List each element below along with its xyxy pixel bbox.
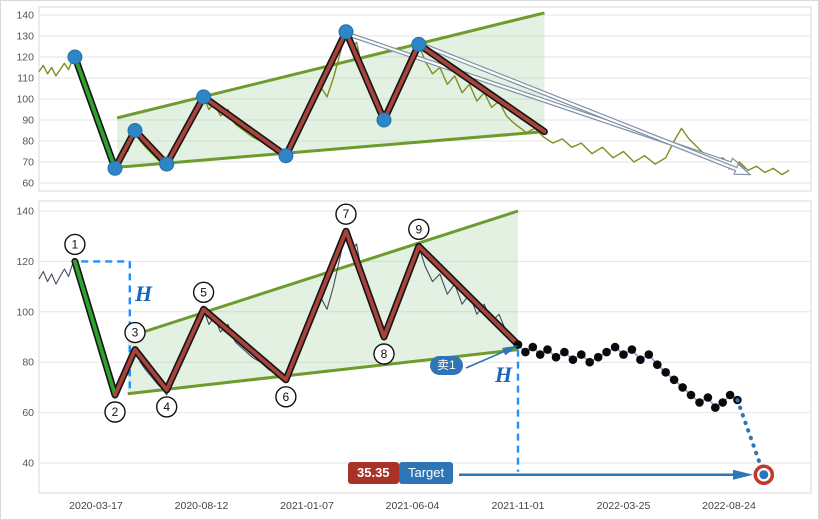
wave-number-circle-1[interactable] bbox=[64, 233, 86, 256]
wave-number-label: 8 bbox=[381, 347, 388, 361]
wave-number-circle-4[interactable] bbox=[155, 396, 178, 418]
x-tick-label: 2020-03-17 bbox=[69, 500, 123, 512]
target-price-badge: 35.35 bbox=[348, 462, 399, 485]
price-dot bbox=[528, 342, 538, 352]
price-dot bbox=[669, 375, 679, 385]
y-tick-label: 80 bbox=[22, 357, 34, 369]
price-dot bbox=[725, 390, 735, 400]
price-dot bbox=[686, 390, 696, 400]
upper-trendline bbox=[127, 209, 519, 339]
impulse-green-segment bbox=[73, 259, 117, 397]
price-dot bbox=[560, 347, 569, 357]
y-tick-label: 120 bbox=[16, 52, 34, 64]
impulse-green-segment bbox=[73, 55, 117, 171]
pivot-dot-1[interactable] bbox=[67, 49, 83, 65]
y-tick-label: 120 bbox=[16, 256, 34, 268]
price-dot bbox=[678, 383, 687, 392]
wave-number-circle-9[interactable] bbox=[408, 218, 430, 241]
y-tick-label: 130 bbox=[16, 31, 34, 43]
pivot-dot-4[interactable] bbox=[159, 156, 175, 172]
height-measure-label-2: H bbox=[495, 362, 513, 387]
x-tick-label: 2020-08-12 bbox=[175, 500, 229, 512]
price-dot bbox=[602, 347, 611, 357]
wave-number-circle-7[interactable] bbox=[335, 203, 357, 225]
price-dot bbox=[521, 347, 530, 357]
wave-number-circle-6[interactable] bbox=[275, 386, 297, 408]
y-tick-label: 110 bbox=[17, 73, 34, 85]
wave-number-label: 2 bbox=[112, 405, 119, 419]
price-dot bbox=[695, 398, 704, 407]
y-tick-label: 40 bbox=[22, 458, 34, 470]
y-tick-label: 70 bbox=[22, 157, 34, 169]
pivot-dot-9[interactable] bbox=[411, 36, 427, 52]
pivot-dot-5[interactable] bbox=[196, 89, 212, 105]
y-tick-label: 100 bbox=[16, 306, 34, 318]
pivot-dot-2[interactable] bbox=[107, 160, 123, 176]
wave-number-label: 3 bbox=[132, 326, 139, 340]
y-tick-label: 80 bbox=[22, 136, 34, 148]
pivot-dot-7[interactable] bbox=[338, 24, 354, 40]
wave-number-label: 6 bbox=[283, 390, 290, 404]
wave-number-circle-8[interactable] bbox=[373, 343, 395, 365]
price-dot bbox=[644, 350, 654, 359]
plunge-dotted-line bbox=[735, 398, 766, 477]
y-tick-label: 60 bbox=[22, 407, 34, 419]
wave-number-label: 9 bbox=[415, 222, 422, 236]
price-dot bbox=[610, 342, 620, 352]
y-tick-label: 100 bbox=[16, 94, 34, 106]
wave-number-label: 5 bbox=[200, 285, 207, 299]
wave-number-circle-3[interactable] bbox=[124, 321, 146, 344]
price-dot bbox=[627, 345, 637, 354]
price-dot bbox=[543, 345, 552, 354]
price-dot bbox=[653, 360, 662, 370]
price-dot bbox=[636, 355, 645, 365]
price-dot bbox=[535, 350, 545, 359]
lower-trendline bbox=[116, 130, 545, 169]
wave-number-label: 7 bbox=[343, 207, 350, 221]
price-dot bbox=[577, 350, 586, 359]
wave-number-label: 4 bbox=[163, 400, 170, 414]
price-dot bbox=[593, 352, 603, 362]
wave-number-circle-2[interactable] bbox=[104, 401, 126, 423]
height-measure-label-1: H bbox=[135, 281, 153, 306]
price-dot bbox=[718, 398, 727, 407]
price-dot bbox=[703, 393, 713, 402]
x-tick-label: 2021-11-01 bbox=[492, 500, 545, 512]
panel-top: 140 130 120 110 100 90 80 70 60 bbox=[16, 6, 812, 192]
dots-connector-line bbox=[517, 343, 738, 409]
wave-number-label: 1 bbox=[72, 237, 79, 251]
y-tick-label: 140 bbox=[16, 10, 34, 22]
panel-bottom: 140 120 100 80 60 40 1 2 3 4 5 6 7 8 9 bbox=[16, 200, 812, 494]
x-tick-label: 2021-06-04 bbox=[386, 500, 440, 512]
price-dot bbox=[585, 357, 594, 367]
wave-number-circle-5[interactable] bbox=[192, 281, 215, 303]
sell-signal-badge[interactable]: 卖1 bbox=[430, 356, 463, 375]
price-dot bbox=[551, 352, 561, 362]
pivot-dot-6[interactable] bbox=[278, 148, 294, 164]
pivot-dot-3[interactable] bbox=[127, 123, 143, 138]
target-arrow-head bbox=[733, 469, 753, 480]
target-label-badge: Target bbox=[399, 462, 454, 485]
x-tick-label: 2022-08-24 bbox=[702, 500, 756, 512]
projection-arrow bbox=[419, 42, 752, 176]
y-tick-label: 140 bbox=[16, 206, 34, 218]
pivot-dot-8[interactable] bbox=[376, 112, 392, 128]
x-tick-label: 2021-01-07 bbox=[280, 500, 334, 512]
price-dot bbox=[568, 355, 578, 365]
target-point-marker bbox=[759, 470, 769, 480]
price-dot bbox=[661, 368, 670, 377]
sell-arrow-head bbox=[502, 345, 519, 356]
y-tick-label: 90 bbox=[22, 115, 34, 127]
sell-arrow bbox=[465, 347, 512, 369]
price-dot bbox=[711, 403, 720, 412]
zigzag-line bbox=[113, 229, 520, 397]
x-tick-label: 2022-03-25 bbox=[597, 500, 651, 512]
y-tick-label: 60 bbox=[22, 178, 34, 190]
price-dot bbox=[619, 350, 628, 359]
